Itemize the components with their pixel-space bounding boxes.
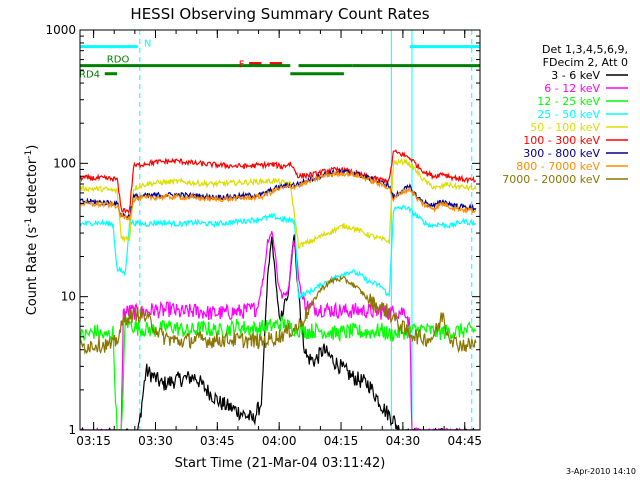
x-tick-label: 04:30 xyxy=(386,434,421,448)
series-line-800-7000-kev xyxy=(80,169,476,221)
legend-header-line-1: Det 1,3,4,5,6,9, xyxy=(542,43,628,56)
x-axis-label: Start Time (21-Mar-04 03:11:42) xyxy=(175,456,386,471)
y-tick-label: 1 xyxy=(68,423,76,437)
x-tick-label: 04:00 xyxy=(262,434,297,448)
legend: Det 1,3,4,5,6,9, FDecim 2, Att 0 3 - 6 k… xyxy=(502,43,628,186)
series-line-3-6-kev xyxy=(80,234,480,430)
legend-label-50-100-kev: 50 - 100 keV xyxy=(530,121,600,134)
flag-label-f: F xyxy=(239,60,245,71)
flag-label-n: N xyxy=(144,39,151,50)
y-axis-label-mid: detector xyxy=(25,158,40,218)
x-tick-label: 03:30 xyxy=(138,434,173,448)
chart-title: HESSI Observing Summary Count Rates xyxy=(130,5,429,23)
plot-frame xyxy=(79,29,481,431)
y-axis-label-main: Count Rate (s xyxy=(25,227,40,316)
legend-label-25-50-kev: 25 - 50 keV xyxy=(537,108,600,121)
plot-area: N F RDO RD4 xyxy=(79,30,480,430)
legend-label-100-300-kev: 100 - 300 keV xyxy=(523,134,600,147)
legend-label-6-12-kev: 6 - 12 keV xyxy=(544,82,600,95)
y-tick-label: 10 xyxy=(61,290,76,304)
x-tick-label: 03:15 xyxy=(76,434,111,448)
x-tick-label: 04:15 xyxy=(324,434,359,448)
plot-inner xyxy=(80,30,480,430)
y-axis-label-sup1: -1 xyxy=(24,218,34,227)
y-axis-label-sup2: -1 xyxy=(24,150,34,159)
flag-label-rdo: RDO xyxy=(107,55,130,66)
x-tick-label: 03:45 xyxy=(200,434,235,448)
y-tick-label: 100 xyxy=(53,156,76,170)
x-tick-label: 04:45 xyxy=(447,434,482,448)
flag-label-rd4: RD4 xyxy=(79,70,100,81)
series-line-25-50-kev xyxy=(80,204,477,301)
footer-timestamp: 3-Apr-2010 14:10 xyxy=(566,467,636,476)
legend-label-7000-20000-kev: 7000 - 20000 keV xyxy=(502,173,600,186)
legend-label-300-800-kev: 300 - 800 keV xyxy=(523,147,600,160)
series-line-12-25-kev xyxy=(80,315,477,430)
series-line-100-300-kev xyxy=(80,148,477,215)
legend-header-line-2: FDecim 2, Att 0 xyxy=(543,56,628,69)
legend-label-3-6-kev: 3 - 6 keV xyxy=(551,69,600,82)
series-line-7000-20000-kev xyxy=(80,275,477,355)
y-tick-label: 1000 xyxy=(45,23,76,37)
legend-label-12-25-kev: 12 - 25 keV xyxy=(537,95,600,108)
y-axis-label-end: ) xyxy=(25,145,40,150)
series-line-50-100-kev xyxy=(80,157,477,250)
axes: 03:15 03:30 03:45 04:00 04:15 04:30 04:45 1 10 10… xyxy=(45,23,482,448)
y-axis-label: Count Rate (s-1 detector-1) xyxy=(24,145,40,316)
legend-label-800-7000-kev: 800 - 7000 keV xyxy=(516,160,600,173)
